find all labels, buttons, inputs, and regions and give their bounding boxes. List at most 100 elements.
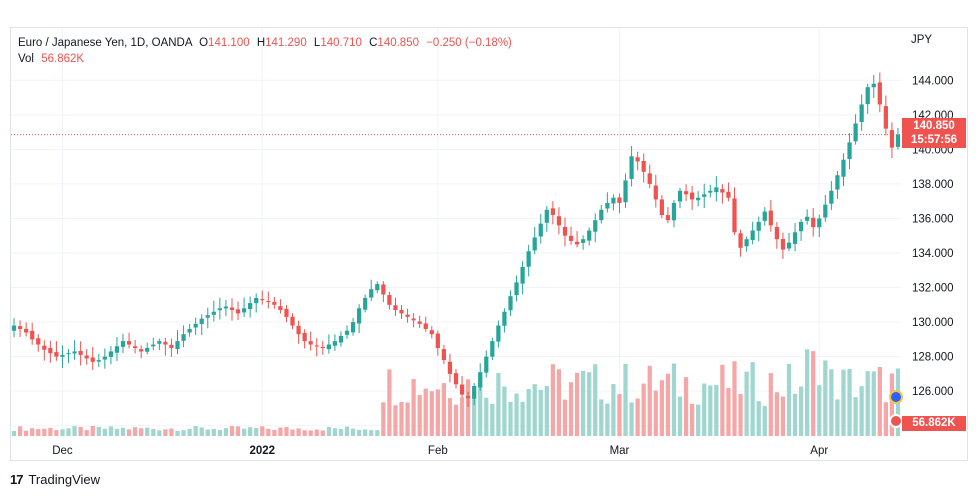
candle-body [853,123,858,142]
open-label: O [199,37,209,49]
price-chart[interactable]: 124.000126.000128.000130.000132.000134.0… [11,28,969,462]
volume-bar [235,426,241,436]
candle-body [157,341,162,344]
candle-body [774,227,780,240]
chart-legend: Euro / Japanese Yen, 1D, OANDA O141.100 … [18,35,512,67]
candle-body [217,308,222,311]
volume-bar [544,386,549,436]
volume-bar [823,360,828,436]
candle-body [465,396,471,399]
volume-bar [671,363,677,436]
volume-bar [241,428,247,436]
volume-bar [223,428,229,436]
axis-unit: JPY [911,34,933,46]
candle-body [496,325,501,342]
volume-bar [744,371,749,436]
volume-bar [472,399,477,436]
tradingview-logo[interactable]: 17 TradingView [10,472,100,487]
volume-bars [11,349,901,436]
candle-body [629,156,634,179]
candle-body [459,384,465,395]
volume-bar [441,383,447,436]
volume-bar [260,426,265,436]
open-value: 141.100 [208,37,250,49]
volume-bar [399,402,404,436]
volume-bar [357,429,362,436]
candle-body [36,338,41,345]
x-tick-label: Dec [52,445,73,457]
candle-body [241,308,247,313]
volume-bar [248,427,253,436]
candle-body [114,346,120,353]
chart-frame[interactable]: 124.000126.000128.000130.000132.000134.0… [10,27,968,461]
candle-body [248,303,253,310]
volume-bar [447,398,453,436]
candle-body [405,314,410,317]
globe-icon[interactable] [889,390,903,404]
volume-bar [120,427,126,436]
volume-bar [429,391,434,436]
candle-body [169,344,174,348]
volume-bar [780,396,786,436]
volume-bar [587,372,592,436]
volume-bar [66,428,71,436]
candle-body [829,190,834,204]
volume-bar [193,426,198,436]
candle-body [762,211,767,221]
candle-body [490,341,495,357]
volume-bar [369,430,374,436]
candle-body [369,289,374,298]
volume-bar [229,426,235,436]
candle-body [526,251,531,267]
volume-bar [254,428,259,436]
candle-body [756,221,761,231]
candle-body [798,221,804,232]
volume-bar [490,404,495,436]
close-label: C [369,37,378,49]
candle-body [738,233,743,248]
candle-body [574,241,580,245]
candle-body [478,372,483,388]
candle-body [617,197,622,203]
volume-bar [829,369,834,436]
candle-body [108,351,114,357]
candle-body [786,242,792,249]
low-value: 140.710 [320,37,362,49]
y-tick-label: 130.000 [912,317,954,329]
volume-bar [278,427,283,436]
candle-body [653,185,658,200]
volume-bar [417,395,422,436]
event-icon[interactable] [889,414,903,428]
candle-body [120,341,126,347]
candle-body [308,341,313,345]
candle-body [447,361,453,374]
volume-bar [114,428,120,436]
candle-body [690,192,695,200]
y-tick-label: 134.000 [912,248,954,260]
candle-body [296,325,301,335]
volume-bar [665,373,671,436]
candle-body [435,333,440,348]
candle-body [708,190,713,193]
candle-body [562,226,568,236]
volume-bar [877,367,882,436]
x-tick-label: Apr [810,445,828,457]
volume-bar [496,372,501,436]
candle-body [635,157,640,162]
volume-bar [581,370,586,436]
volume-bar [181,430,186,436]
volume-bar [72,426,77,436]
volume-bar [805,349,810,436]
candle-body [344,330,350,335]
candle-body [78,350,83,355]
volume-bar [217,429,222,436]
volume-bar [871,371,876,436]
volume-bar [78,426,83,436]
candle-body [714,187,719,193]
candle-body [290,316,295,326]
candle-body [350,322,356,333]
candle-body [260,299,265,301]
volume-bar [798,386,804,436]
volume-bar [338,428,344,436]
volume-bar [629,402,634,436]
